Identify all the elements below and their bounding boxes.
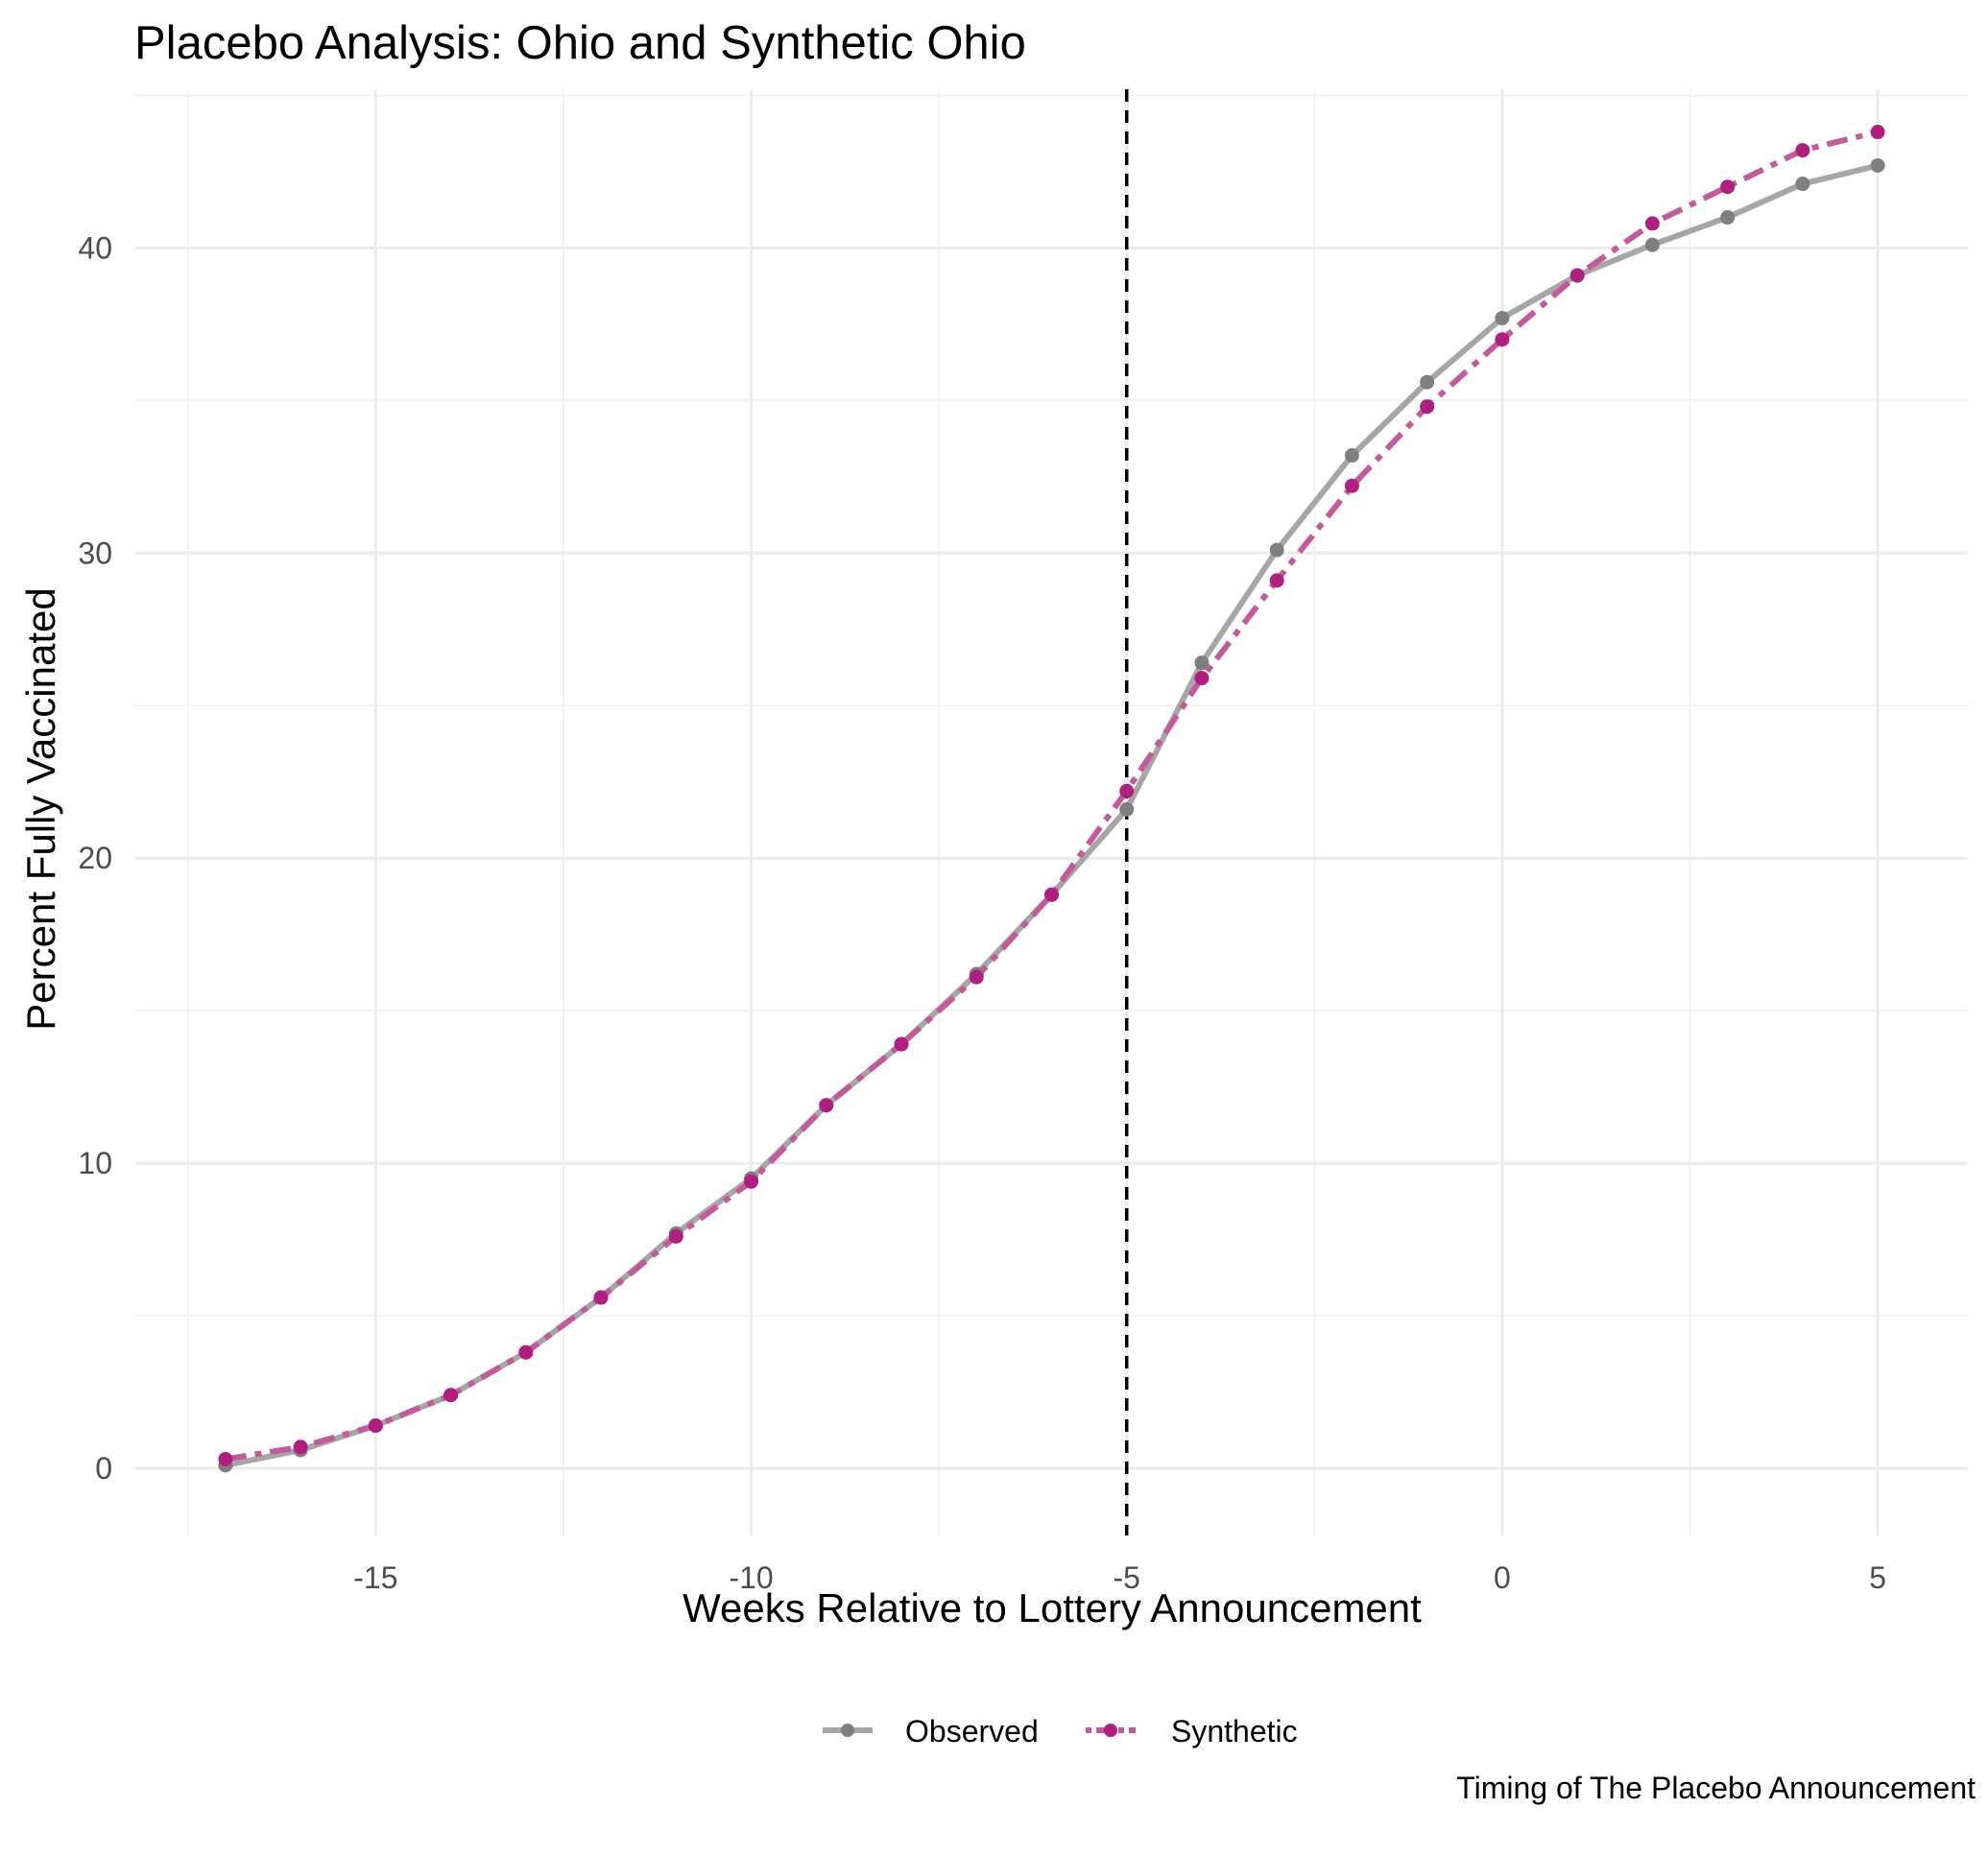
data-point-synthetic-11: [1044, 887, 1059, 902]
series-layer: [218, 125, 1885, 1473]
data-point-synthetic-1: [293, 1440, 308, 1455]
y-tick-label-1: 10: [78, 1146, 112, 1180]
data-point-synthetic-16: [1420, 399, 1435, 415]
data-point-synthetic-0: [218, 1452, 233, 1467]
y-tick-label-3: 30: [78, 535, 112, 570]
data-point-synthetic-3: [443, 1388, 459, 1403]
data-point-observed-20: [1720, 210, 1736, 226]
legend-key-observed-point: [841, 1724, 854, 1737]
legend-label-synthetic: Synthetic: [1171, 1714, 1298, 1749]
grid: [135, 89, 1968, 1535]
data-point-synthetic-19: [1644, 216, 1660, 231]
data-point-synthetic-5: [593, 1290, 609, 1305]
legend-item-synthetic: Synthetic: [1086, 1714, 1298, 1749]
y-tick-label-4: 40: [78, 230, 112, 265]
data-point-observed-15: [1344, 448, 1359, 464]
data-point-observed-12: [1119, 801, 1135, 817]
y-tick-label-2: 20: [78, 841, 112, 875]
data-point-observed-19: [1644, 237, 1660, 252]
y-axis-title: Percent Fully Vaccinated: [18, 587, 63, 1030]
tick-labels: 0 10 20 30 40 -15 -10 -5 0 5: [78, 230, 1886, 1595]
data-point-synthetic-8: [819, 1098, 834, 1113]
x-tick-label-1: -10: [729, 1560, 773, 1595]
series-line-observed: [225, 162, 1879, 1468]
chart-caption: Timing of The Placebo Announcement: [1456, 1771, 1976, 1805]
x-tick-label-0: -15: [353, 1560, 397, 1595]
data-point-synthetic-12: [1119, 783, 1135, 798]
data-point-synthetic-7: [744, 1174, 759, 1189]
data-point-synthetic-2: [368, 1418, 383, 1434]
data-point-synthetic-20: [1720, 179, 1736, 195]
legend: Observed Synthetic: [823, 1714, 1298, 1749]
data-point-synthetic-4: [518, 1344, 534, 1360]
x-tick-label-2: -5: [1114, 1560, 1140, 1595]
data-point-synthetic-15: [1344, 478, 1359, 493]
data-point-observed-13: [1194, 655, 1210, 671]
data-point-synthetic-10: [969, 969, 984, 985]
data-point-observed-16: [1420, 374, 1435, 390]
legend-label-observed: Observed: [905, 1714, 1039, 1749]
data-point-observed-17: [1495, 310, 1510, 325]
chart-title: Placebo Analysis: Ohio and Synthetic Ohi…: [134, 17, 1026, 69]
data-point-observed-22: [1870, 157, 1885, 173]
series-line-synthetic: [225, 129, 1879, 1463]
data-point-synthetic-6: [668, 1228, 683, 1244]
y-tick-label-0: 0: [95, 1451, 112, 1486]
data-point-synthetic-17: [1495, 332, 1510, 347]
data-point-observed-21: [1795, 177, 1810, 192]
x-tick-label-4: 5: [1869, 1560, 1886, 1595]
data-point-synthetic-14: [1269, 573, 1284, 588]
data-point-synthetic-21: [1795, 143, 1810, 158]
data-point-synthetic-22: [1870, 125, 1885, 140]
legend-item-observed: Observed: [823, 1714, 1039, 1749]
data-point-synthetic-9: [894, 1036, 909, 1052]
data-point-synthetic-13: [1194, 671, 1210, 686]
data-point-observed-14: [1269, 542, 1284, 558]
x-tick-label-3: 0: [1494, 1560, 1511, 1595]
data-point-synthetic-18: [1569, 268, 1585, 283]
x-axis-title: Weeks Relative to Lottery Announcement: [683, 1585, 1422, 1630]
legend-key-synthetic-point: [1104, 1724, 1117, 1737]
